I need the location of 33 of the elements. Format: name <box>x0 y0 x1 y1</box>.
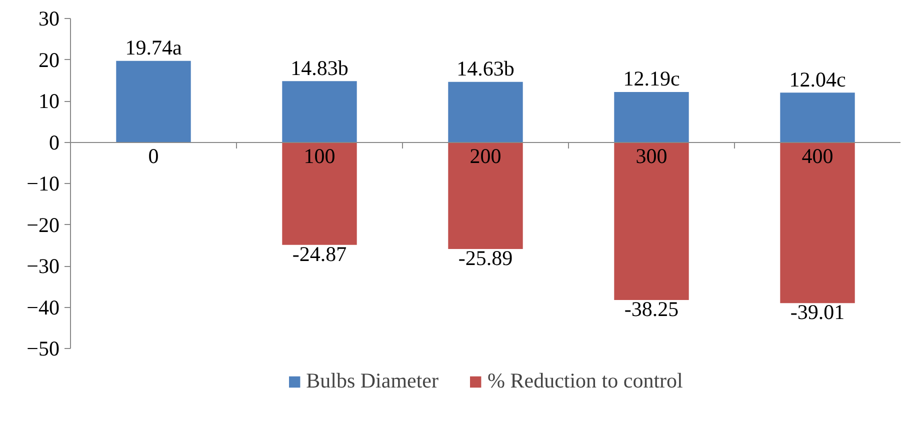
x-tick-label: 400 <box>802 144 834 168</box>
data-label: -38.25 <box>624 297 679 322</box>
x-tick-label: 100 <box>304 144 336 168</box>
y-tick-label: 20 <box>38 48 60 72</box>
x-tick-label: 0 <box>148 144 159 168</box>
y-tick-label: 10 <box>38 89 60 113</box>
y-tick-label: −10 <box>26 172 60 196</box>
x-tick-label: 300 <box>636 144 668 168</box>
y-tick-label: 30 <box>38 6 60 30</box>
bar <box>448 142 523 250</box>
bar <box>614 92 689 142</box>
bar <box>614 142 689 300</box>
bar <box>780 142 855 304</box>
data-label: -25.89 <box>458 246 513 270</box>
legend-label: % Reduction to control <box>488 368 683 394</box>
data-label: 19.74a <box>125 36 182 60</box>
data-label: -24.87 <box>292 242 347 266</box>
bar <box>780 92 855 142</box>
bar <box>116 60 191 142</box>
bar <box>282 142 357 245</box>
y-tick-label: −50 <box>26 336 60 360</box>
x-tick-label: 200 <box>470 144 502 168</box>
data-label: 12.04c <box>789 67 846 92</box>
data-label: 14.83b <box>290 56 348 80</box>
data-label: 12.19c <box>623 66 680 91</box>
data-label: -39.01 <box>790 300 845 324</box>
y-tick-label: −30 <box>26 254 60 278</box>
data-label: 14.63b <box>456 56 514 81</box>
y-tick-label: −40 <box>26 295 60 320</box>
bar <box>448 82 523 142</box>
legend-label: Bulbs Diameter <box>306 368 438 394</box>
bar <box>282 81 357 142</box>
y-tick-label: −20 <box>26 212 60 237</box>
